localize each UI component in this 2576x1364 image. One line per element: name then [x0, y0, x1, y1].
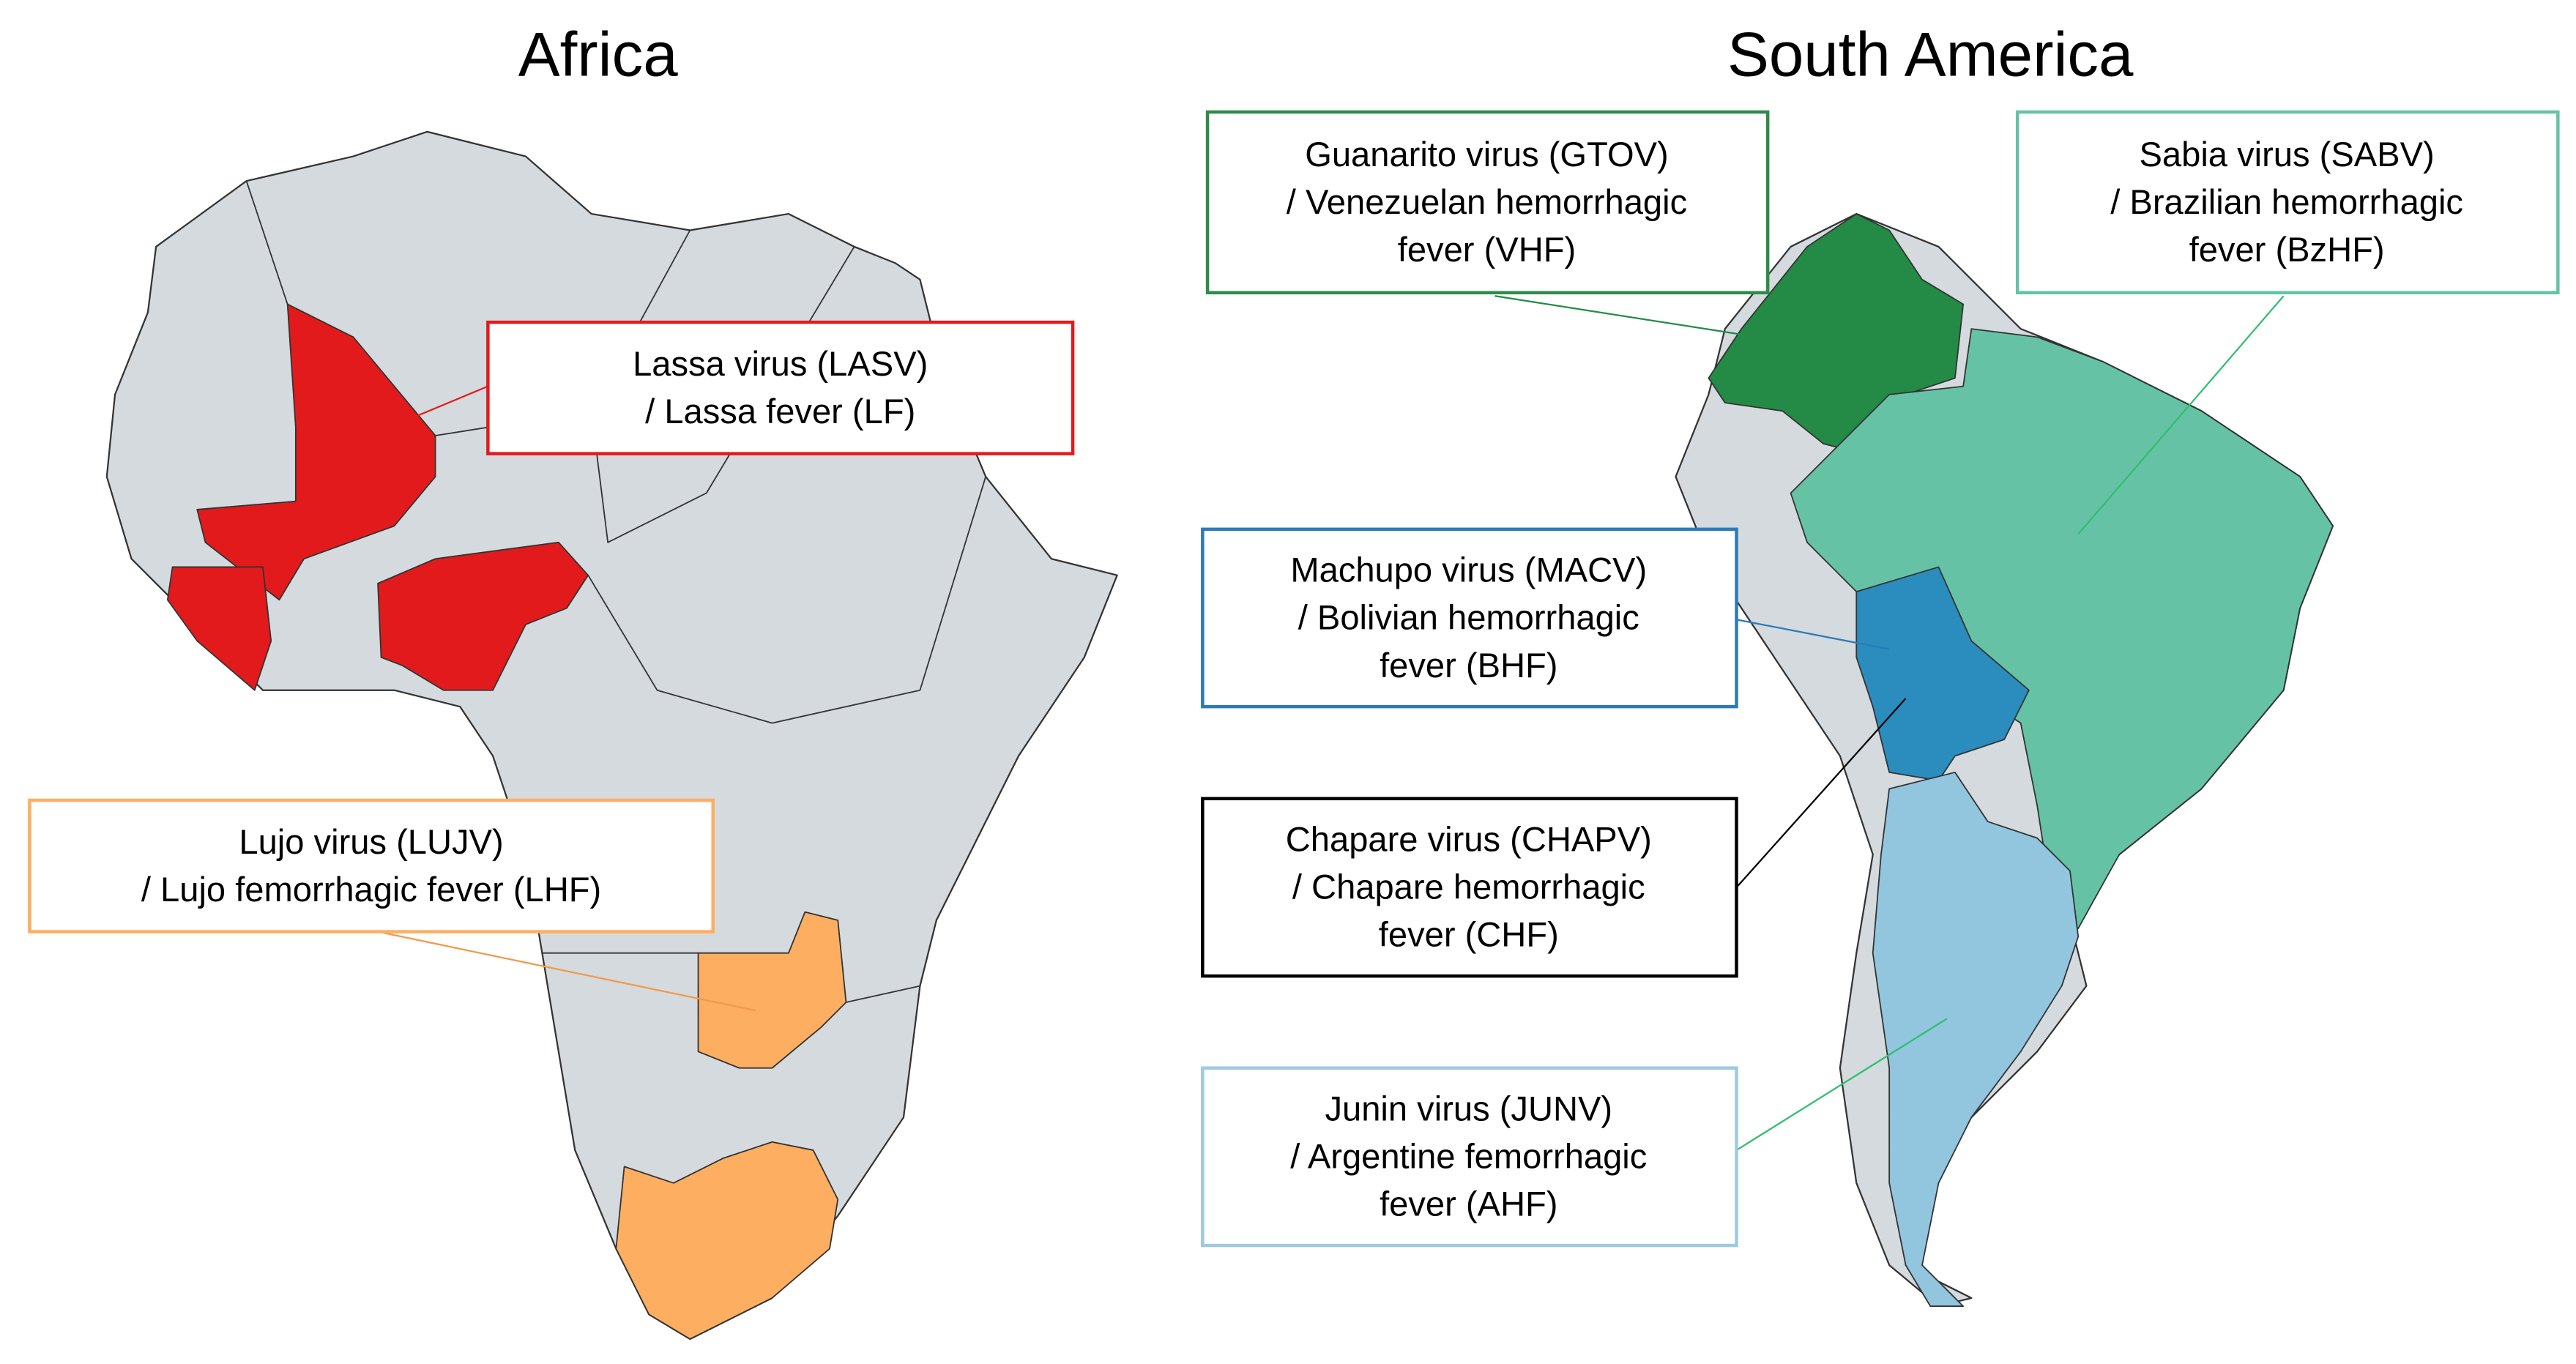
- label-text: / Argentine femorrhagic: [1290, 1137, 1647, 1176]
- label-text: / Brazilian hemorrhagic: [2110, 182, 2463, 221]
- label-box: [486, 320, 1075, 455]
- label-text: fever (CHF): [1379, 915, 1559, 954]
- map-title: South America: [1727, 21, 2134, 90]
- highlighted-country: [1855, 566, 2030, 782]
- label-text: / Venezuelan hemorrhagic: [1287, 182, 1687, 221]
- leader-line: [1494, 295, 1758, 338]
- label-text: / Bolivian hemorrhagic: [1298, 598, 1639, 637]
- label-box: [1201, 1066, 1738, 1248]
- leader-line: [369, 385, 488, 436]
- leader-line: [1736, 619, 1890, 650]
- label-text: Sabia virus (SABV): [2140, 135, 2435, 174]
- label-text: Guanarito virus (GTOV): [1305, 135, 1669, 174]
- label-text: / Lujo femorrhagic fever (LHF): [141, 870, 601, 909]
- highlighted-country: [1708, 213, 1965, 453]
- highlighted-country: [377, 541, 589, 691]
- label-text: Chapare virus (CHAPV): [1286, 820, 1652, 859]
- highlighted-country: [196, 303, 436, 601]
- label-text: fever (AHF): [1380, 1185, 1557, 1223]
- border: [587, 476, 987, 724]
- label-text: Lujo virus (LUJV): [239, 822, 503, 861]
- leader-line: [377, 931, 756, 1012]
- highlighted-country: [166, 566, 272, 691]
- highlighted-country: [615, 1141, 839, 1340]
- map-title: Africa: [518, 21, 679, 90]
- label-text: / Lassa fever (LF): [645, 392, 915, 431]
- africa-map: [105, 130, 1118, 1341]
- highlighted-country: [1872, 772, 2080, 1307]
- label-text: fever (BzHF): [2189, 230, 2385, 269]
- label-text: / Chapare hemorrhagic: [1292, 868, 1645, 906]
- leader-line: [2077, 295, 2285, 535]
- label-box: [1201, 527, 1738, 709]
- label-box: [1201, 797, 1738, 978]
- highlighted-country: [1790, 328, 2334, 929]
- label-text: Machupo virus (MACV): [1290, 551, 1647, 589]
- label-text: Junin virus (JUNV): [1325, 1089, 1612, 1128]
- label-text: fever (VHF): [1398, 230, 1576, 269]
- south-america-map: [1494, 212, 2334, 1308]
- label-box: [2015, 110, 2560, 295]
- label-box: [28, 798, 715, 933]
- leader-line: [1735, 1018, 1948, 1151]
- highlighted-country: [697, 911, 847, 1069]
- label-box: [1205, 110, 1770, 295]
- leader-line: [1735, 698, 1907, 888]
- continent: [105, 130, 1118, 1341]
- labels: Lassa virus (LASV) / Lassa fever (LF) Lujo…: [141, 135, 2463, 1223]
- label-text: Lassa virus (LASV): [633, 344, 928, 383]
- label-text: fever (BHF): [1380, 646, 1557, 685]
